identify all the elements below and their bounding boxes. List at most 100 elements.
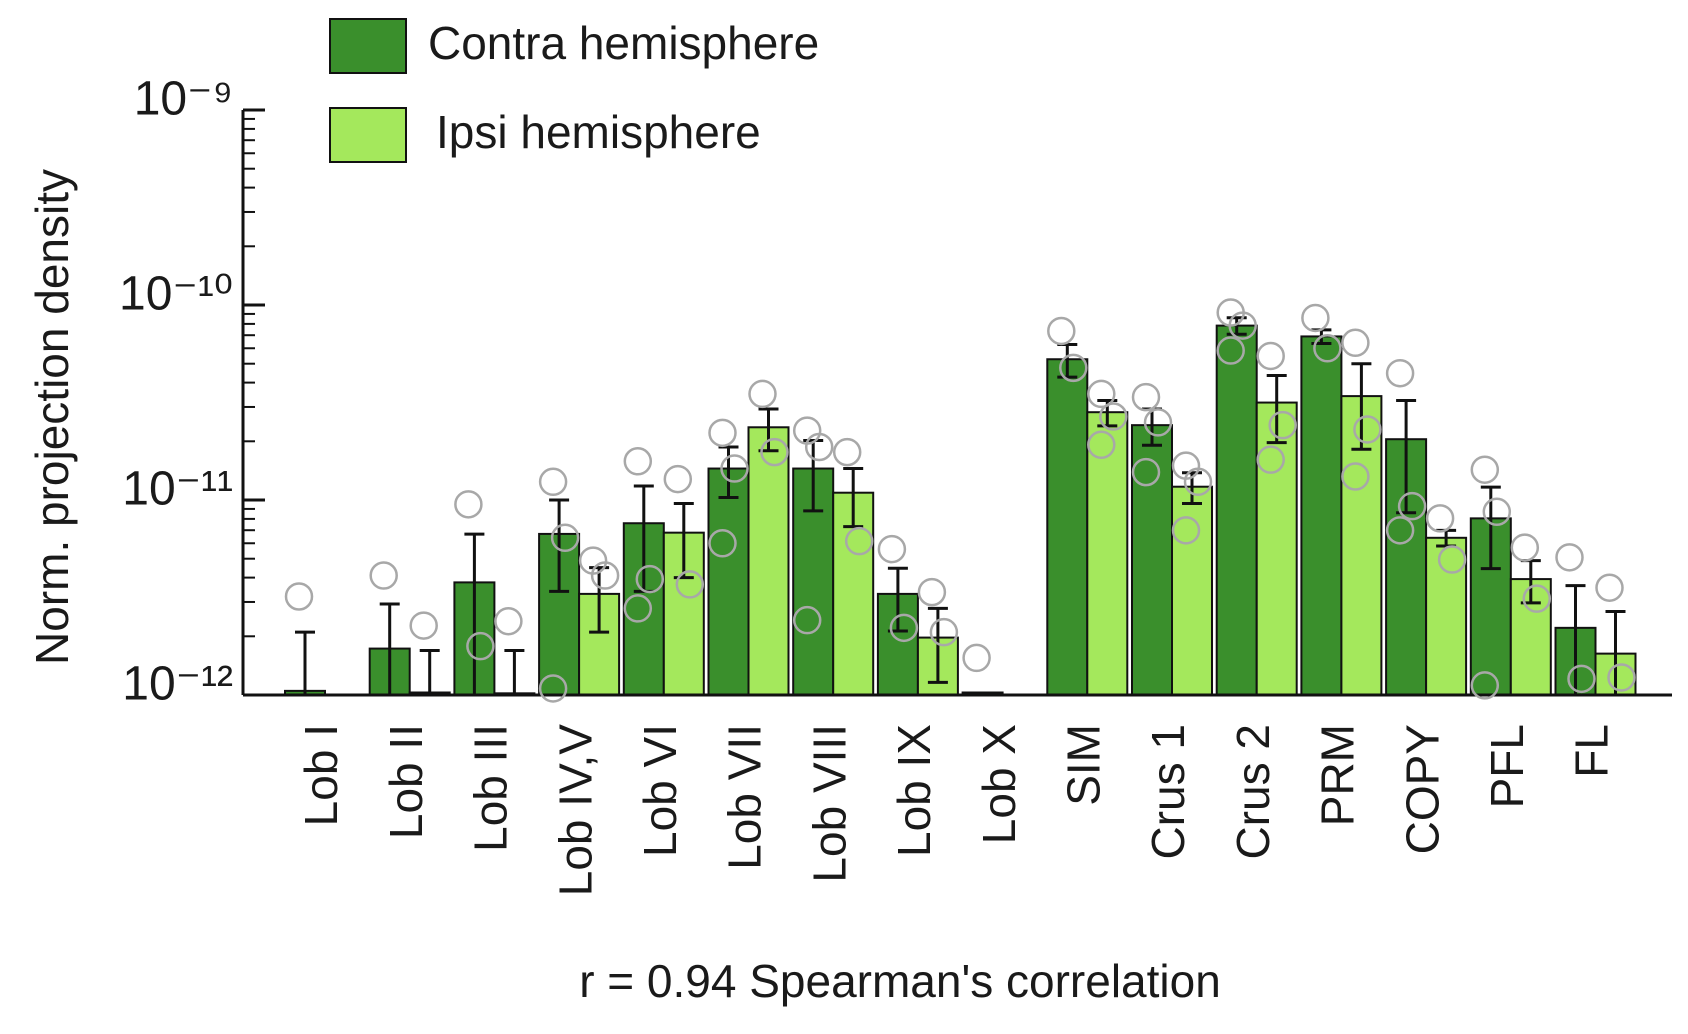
- error-bar: [379, 602, 400, 695]
- data-point: [675, 570, 705, 599]
- data-point: [962, 643, 991, 673]
- data-point: [1595, 573, 1624, 602]
- error-bar: [419, 649, 440, 695]
- data-point: [1131, 382, 1161, 412]
- data-point: [929, 617, 959, 647]
- data-point: [1268, 410, 1297, 440]
- bar: [1131, 424, 1173, 695]
- y-tick-label: 10⁻¹¹: [122, 463, 233, 516]
- y-tick-label: 10⁻¹⁰: [119, 268, 233, 321]
- error-bar: [295, 630, 315, 695]
- x-tick-label: FL: [1566, 724, 1618, 778]
- data-point: [550, 523, 580, 553]
- data-point: [623, 447, 653, 476]
- data-point: [1567, 664, 1596, 694]
- data-point: [877, 534, 907, 564]
- data-point: [409, 611, 438, 640]
- error-bar: [504, 649, 525, 695]
- data-point: [454, 490, 483, 519]
- bar: [707, 467, 750, 695]
- data-point: [708, 529, 737, 558]
- x-tick-label: COPY: [1396, 724, 1448, 854]
- bar: [1425, 536, 1468, 695]
- data-point: [1470, 671, 1500, 700]
- data-point: [1555, 543, 1584, 572]
- data-point: [1131, 457, 1161, 487]
- data-point: [1385, 516, 1415, 545]
- x-tick-label: Lob IV,V: [549, 724, 601, 897]
- data-point: [1341, 328, 1370, 358]
- data-point: [635, 564, 665, 594]
- bar: [1255, 401, 1298, 695]
- data-point: [466, 631, 495, 661]
- data-point: [590, 561, 620, 590]
- data-point: [760, 437, 789, 467]
- data-point: [1099, 402, 1128, 431]
- data-point: [889, 613, 919, 643]
- data-point: [284, 582, 314, 611]
- data-point: [1087, 379, 1116, 409]
- error-bar: [1351, 362, 1372, 451]
- error-bar: [803, 438, 824, 513]
- x-tick-label: Lob III: [465, 724, 517, 852]
- data-point: [1607, 663, 1636, 692]
- error-bar: [673, 501, 694, 580]
- error-bar: [843, 467, 864, 529]
- legend-label: Ipsi hemisphere: [436, 106, 761, 158]
- error-bar: [1266, 373, 1287, 445]
- y-axis-label: Norm. projection density: [26, 169, 78, 665]
- x-tick-label: Lob VII: [719, 724, 771, 870]
- data-point: [844, 526, 874, 556]
- data-point: [1256, 341, 1285, 371]
- x-tick-label: Lob I: [295, 724, 347, 826]
- x-tick-label: Lob VI: [634, 724, 686, 857]
- y-tick-label: 10⁻⁹: [134, 73, 233, 126]
- plot-area: [284, 316, 1637, 695]
- legend-swatch: [329, 107, 407, 163]
- data-point: [804, 432, 834, 462]
- data-point: [792, 605, 822, 635]
- data-point: [1482, 497, 1512, 527]
- data-point: [1397, 491, 1427, 521]
- x-axis-label: r = 0.94 Spearman's correlation: [579, 955, 1221, 1007]
- data-point: [538, 467, 568, 497]
- error-bar: [464, 532, 485, 695]
- data-point: [1183, 467, 1213, 497]
- legend-label: Contra hemisphere: [428, 17, 819, 69]
- x-tick-label: PFL: [1481, 724, 1533, 808]
- data-point: [708, 418, 737, 448]
- error-bar: [549, 498, 570, 593]
- data-point: [1047, 316, 1076, 346]
- data-point: [1425, 504, 1455, 533]
- data-point: [1385, 358, 1415, 388]
- x-tick-label: Lob II: [380, 724, 432, 839]
- data-point: [1522, 584, 1552, 613]
- data-point: [494, 606, 523, 636]
- data-point: [748, 379, 777, 409]
- bar: [1046, 358, 1089, 695]
- data-point: [1216, 336, 1245, 365]
- data-point: [1437, 545, 1467, 574]
- data-point: [1353, 415, 1382, 444]
- data-point: [623, 594, 653, 623]
- data-point: [1143, 408, 1173, 437]
- data-point: [1470, 455, 1500, 484]
- data-point: [917, 577, 947, 607]
- data-point: [1228, 311, 1257, 340]
- data-point: [832, 437, 862, 467]
- y-tick-label: 10⁻¹²: [122, 658, 233, 711]
- data-point: [1171, 516, 1201, 545]
- data-point: [1510, 533, 1540, 562]
- x-tick-label: Lob X: [973, 724, 1025, 844]
- data-point: [1256, 445, 1285, 474]
- x-tick-label: Crus 2: [1227, 724, 1279, 859]
- data-point: [1313, 334, 1342, 363]
- data-point: [1301, 303, 1330, 333]
- legend-swatch: [329, 18, 407, 74]
- x-tick-label: PRM: [1312, 724, 1364, 826]
- x-tick-label: Crus 1: [1142, 724, 1194, 859]
- x-tick-label: SIM: [1057, 724, 1109, 806]
- data-point: [1059, 353, 1088, 383]
